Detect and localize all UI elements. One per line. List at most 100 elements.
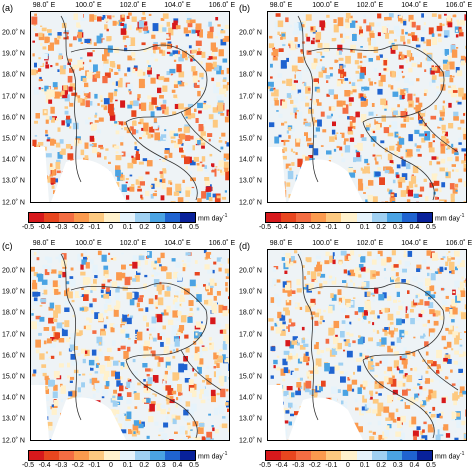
anomaly-cell bbox=[382, 63, 385, 66]
anomaly-cell bbox=[404, 91, 407, 93]
anomaly-cell bbox=[458, 142, 462, 145]
anomaly-cell bbox=[439, 415, 443, 419]
panel-label: (c) bbox=[2, 241, 13, 251]
anomaly-cell bbox=[363, 19, 367, 24]
latitude-tick-label: 13.0˚ N bbox=[239, 415, 262, 423]
anomaly-cell bbox=[448, 325, 454, 335]
anomaly-cell bbox=[380, 439, 386, 440]
anomaly-cell bbox=[442, 300, 448, 306]
anomaly-cell bbox=[336, 50, 341, 56]
anomaly-cell bbox=[292, 151, 296, 154]
anomaly-cell bbox=[206, 192, 212, 200]
anomaly-cell bbox=[349, 269, 354, 273]
anomaly-cell bbox=[150, 77, 156, 84]
anomaly-cell bbox=[411, 62, 417, 67]
anomaly-cell bbox=[125, 181, 128, 184]
anomaly-cell bbox=[368, 180, 374, 186]
anomaly-cell bbox=[92, 147, 98, 154]
anomaly-cell bbox=[365, 199, 369, 202]
unit-exponent: -1 bbox=[459, 213, 465, 219]
anomaly-cell bbox=[449, 271, 453, 276]
anomaly-cell bbox=[357, 339, 364, 345]
anomaly-cell bbox=[353, 297, 356, 299]
anomaly-cell bbox=[223, 341, 226, 345]
anomaly-cell bbox=[212, 193, 216, 198]
anomaly-cell bbox=[205, 285, 210, 293]
anomaly-cell bbox=[72, 315, 76, 318]
anomaly-cell bbox=[47, 257, 53, 264]
anomaly-cell bbox=[278, 113, 283, 118]
anomaly-cell bbox=[390, 47, 396, 54]
anomaly-cell bbox=[405, 280, 410, 285]
anomaly-cell bbox=[299, 306, 303, 310]
anomaly-cell bbox=[129, 264, 133, 266]
anomaly-cell bbox=[175, 262, 181, 268]
anomaly-cell bbox=[300, 49, 303, 53]
anomaly-cell bbox=[94, 73, 101, 79]
anomaly-cell bbox=[109, 356, 114, 360]
anomaly-cell bbox=[202, 379, 205, 383]
anomaly-cell bbox=[119, 385, 124, 392]
anomaly-cell bbox=[82, 277, 89, 286]
anomaly-cell bbox=[377, 250, 383, 257]
anomaly-cell bbox=[446, 376, 449, 380]
anomaly-cell bbox=[32, 373, 36, 377]
anomaly-cell bbox=[430, 393, 437, 399]
anomaly-cell bbox=[289, 24, 293, 28]
anomaly-cell bbox=[396, 174, 400, 179]
anomaly-cell bbox=[322, 129, 327, 133]
anomaly-cell bbox=[305, 137, 312, 142]
anomaly-cell bbox=[109, 98, 113, 103]
anomaly-cell bbox=[92, 74, 97, 82]
anomaly-cell bbox=[457, 293, 463, 301]
anomaly-cell bbox=[416, 264, 422, 269]
anomaly-cell bbox=[345, 12, 351, 19]
colorbar-tick-label: -0.2 bbox=[308, 462, 321, 469]
anomaly-cell bbox=[80, 264, 84, 270]
anomaly-cell bbox=[172, 111, 177, 115]
anomaly-cell bbox=[283, 391, 289, 397]
anomaly-cell bbox=[424, 336, 429, 341]
anomaly-cell bbox=[80, 42, 84, 44]
anomaly-cell bbox=[268, 328, 273, 333]
anomaly-cell bbox=[444, 267, 447, 271]
anomaly-cell bbox=[132, 278, 137, 282]
anomaly-cell bbox=[70, 145, 73, 150]
anomaly-cell bbox=[333, 24, 339, 33]
anomaly-cell bbox=[378, 393, 382, 396]
anomaly-cell bbox=[185, 314, 189, 318]
anomaly-cell bbox=[368, 357, 371, 362]
anomaly-cell bbox=[210, 254, 214, 259]
anomaly-cell bbox=[186, 368, 193, 372]
anomaly-cell bbox=[191, 66, 196, 72]
anomaly-cell bbox=[292, 30, 297, 36]
anomaly-cell bbox=[445, 167, 448, 171]
anomaly-cell bbox=[201, 145, 205, 149]
anomaly-cell bbox=[44, 269, 50, 276]
anomaly-cell bbox=[103, 98, 110, 105]
anomaly-cell bbox=[403, 88, 409, 93]
anomaly-cell bbox=[407, 304, 413, 312]
anomaly-cell bbox=[358, 254, 361, 257]
anomaly-cell bbox=[414, 143, 417, 147]
anomaly-cell bbox=[166, 305, 171, 313]
longitude-tick-label: 102.0˚ E bbox=[356, 240, 384, 247]
anomaly-cell bbox=[295, 364, 300, 369]
anomaly-cell bbox=[42, 264, 49, 269]
anomaly-cell bbox=[178, 392, 183, 396]
anomaly-cell bbox=[463, 163, 466, 171]
anomaly-cell bbox=[408, 67, 413, 73]
anomaly-cell bbox=[222, 305, 228, 311]
anomaly-cell bbox=[175, 291, 180, 296]
anomaly-cell bbox=[387, 366, 393, 372]
anomaly-cell bbox=[61, 22, 67, 29]
anomaly-cell bbox=[78, 69, 82, 71]
anomaly-cell bbox=[59, 151, 62, 155]
anomaly-cell bbox=[383, 60, 388, 66]
anomaly-cell bbox=[315, 255, 321, 260]
anomaly-cell bbox=[166, 21, 171, 27]
anomaly-cell bbox=[344, 401, 348, 404]
anomaly-cell bbox=[396, 351, 399, 356]
anomaly-cell bbox=[225, 276, 229, 279]
anomaly-cell bbox=[36, 257, 40, 261]
